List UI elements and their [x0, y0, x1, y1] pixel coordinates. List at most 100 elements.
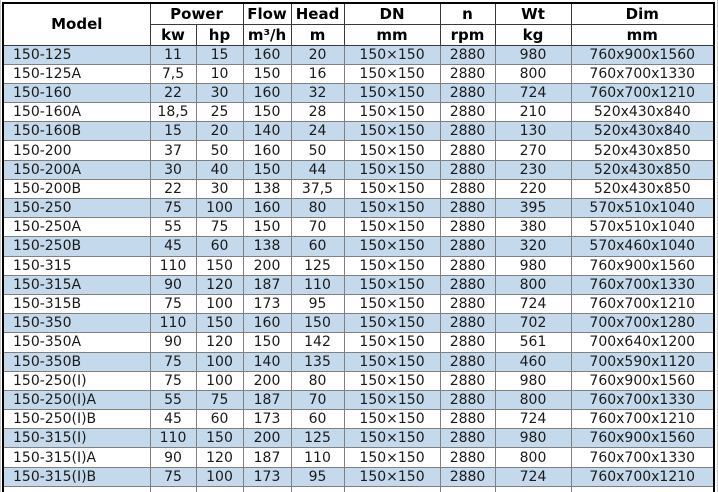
value-cell: 570x460x1040: [570, 236, 715, 257]
value-cell: 700x640x1200: [570, 332, 715, 353]
value-cell: 150×150: [343, 370, 441, 391]
model-cell: 150-315(I): [2, 428, 151, 449]
value-cell: 120: [195, 447, 244, 468]
value-cell: 2880: [439, 82, 496, 104]
value-cell: 60: [290, 409, 345, 430]
sheet-gridline-left: [0, 0, 1, 492]
value-cell: 2880: [439, 255, 496, 276]
value-cell: 30: [195, 82, 244, 104]
table-row: 150-315A 90 120 187 110 150×150 2880 800 760x700…: [2, 274, 715, 295]
value-cell: 100: [195, 466, 244, 487]
value-cell: 150×150: [343, 428, 441, 449]
value-cell: 2880: [439, 236, 496, 257]
col-header-model: Model: [2, 2, 151, 46]
value-cell: 200: [242, 370, 292, 391]
value-cell: 150×150: [343, 217, 441, 238]
value-cell: 150: [242, 102, 292, 123]
value-cell: 760x900x1560: [570, 44, 715, 65]
value-cell: 520x430x850: [570, 178, 715, 200]
value-cell: 200: [242, 428, 292, 449]
value-cell: 110: [290, 274, 345, 295]
value-cell: 75: [195, 389, 244, 411]
value-cell: 760x700x1330: [570, 389, 715, 411]
table-row: 150-160B 15 20 140 24 150×150 2880 130 520x430x8…: [2, 121, 715, 142]
model-cell: 150-250(I)B: [2, 409, 151, 430]
value-cell: 2880: [439, 178, 496, 200]
value-cell: 2880: [439, 428, 496, 449]
value-cell: 150×150: [343, 63, 441, 84]
value-cell: 150×150: [343, 274, 441, 295]
value-cell: 150: [195, 428, 244, 449]
col-header-n: n: [439, 2, 496, 25]
col-header-dn: DN: [343, 2, 441, 25]
value-cell: 173: [242, 409, 292, 430]
value-cell: 2880: [439, 140, 496, 161]
value-cell: 760x700x1210: [570, 466, 715, 487]
value-cell: 138: [242, 178, 292, 200]
value-cell: 760x700x1210: [570, 409, 715, 430]
value-cell: 150×150: [343, 332, 441, 353]
value-cell: 230: [494, 159, 572, 180]
value-cell: 2880: [439, 274, 496, 295]
table-row: 150-250(I)A 55 75 187 70 150×150 2880 800 760x70…: [2, 389, 715, 411]
value-cell: 120: [195, 332, 244, 353]
value-cell: 2880: [439, 121, 496, 142]
value-cell: 100: [195, 197, 244, 219]
header-row-top: Model Power Flow Head DN n Wt Dim: [2, 2, 715, 46]
value-cell: 142: [290, 332, 345, 353]
value-cell: 110: [149, 255, 197, 276]
value-cell: 520x430x840: [570, 121, 715, 142]
value-cell: 800: [494, 389, 572, 411]
value-cell: 150×150: [343, 121, 441, 142]
model-cell: 150-350A: [2, 332, 151, 353]
table-row: 150-350A 90 120 150 142 150×150 2880 561 700x640…: [2, 332, 715, 353]
table-row: 150-200A 30 40 150 44 150×150 2880 230 520x430x8…: [2, 159, 715, 180]
value-cell: 160: [242, 44, 292, 65]
value-cell: 75: [149, 197, 197, 219]
value-cell: 2880: [439, 447, 496, 468]
empty-cell: [195, 485, 244, 492]
model-cell: 150-160A: [2, 102, 151, 123]
value-cell: 28: [290, 102, 345, 123]
value-cell: 800: [494, 274, 572, 295]
model-cell: 150-315A: [2, 274, 151, 295]
value-cell: 2880: [439, 409, 496, 430]
empty-cell: [343, 485, 441, 492]
value-cell: 140: [242, 121, 292, 142]
value-cell: 724: [494, 82, 572, 104]
value-cell: 11: [149, 44, 197, 65]
table-row: 150-125 11 15 160 20 150×150 2880 980 760x900x15…: [2, 44, 715, 65]
table-row: 150-160 22 30 160 32 150×150 2880 724 760x700x12…: [2, 82, 715, 104]
value-cell: 10: [195, 63, 244, 84]
value-cell: 561: [494, 332, 572, 353]
value-cell: 173: [242, 293, 292, 315]
value-cell: 160: [242, 140, 292, 161]
table-row: 150-250 75 100 160 80 150×150 2880 395 570x510x1…: [2, 197, 715, 219]
value-cell: 395: [494, 197, 572, 219]
value-cell: 520x430x850: [570, 140, 715, 161]
value-cell: 110: [149, 313, 197, 334]
empty-cell: [149, 485, 197, 492]
value-cell: 125: [290, 428, 345, 449]
value-cell: 150×150: [343, 313, 441, 334]
value-cell: 150×150: [343, 447, 441, 468]
value-cell: 760x700x1210: [570, 293, 715, 315]
value-cell: 173: [242, 466, 292, 487]
value-cell: 20: [290, 44, 345, 65]
header-row-units: kw hp m³/h m mm rpm kg mm: [3, 23, 715, 46]
model-cell: 150-315: [2, 255, 151, 276]
value-cell: 187: [242, 274, 292, 295]
model-cell: 150-250(I)A: [2, 389, 151, 411]
table-row: 150-160A 18,5 25 150 28 150×150 2880 210 520x430…: [2, 102, 715, 123]
value-cell: 45: [149, 236, 197, 257]
unit-header-head: m: [290, 23, 345, 46]
value-cell: 150×150: [343, 178, 441, 200]
value-cell: 150×150: [343, 44, 441, 65]
value-cell: 55: [149, 389, 197, 411]
value-cell: 20: [195, 121, 244, 142]
value-cell: 80: [290, 197, 345, 219]
value-cell: 700x700x1280: [570, 313, 715, 334]
value-cell: 7,5: [149, 63, 197, 84]
